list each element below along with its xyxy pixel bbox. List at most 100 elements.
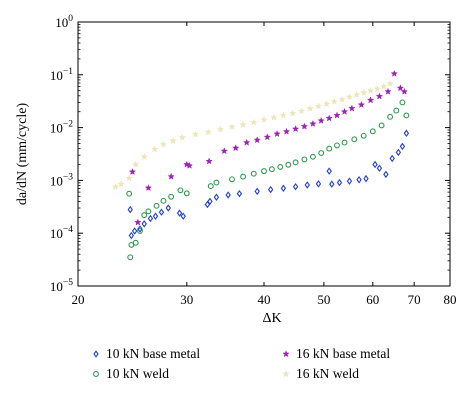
data-point: [178, 133, 187, 141]
data-point: [229, 176, 235, 183]
data-point: [390, 69, 399, 77]
y-axis-label: da/dN (mm/cycle): [15, 103, 30, 206]
data-point: [309, 119, 317, 127]
legend-label: 10 kN base metal: [106, 346, 200, 361]
data-point: [292, 159, 299, 166]
data-point: [384, 87, 392, 95]
data-point: [137, 228, 143, 234]
data-point: [318, 150, 325, 156]
legend-marker: [93, 371, 99, 377]
data-point: [207, 183, 214, 190]
data-point: [357, 100, 366, 108]
data-point: [376, 164, 383, 172]
data-point: [352, 90, 361, 98]
data-point: [268, 166, 275, 173]
data-point: [204, 128, 213, 136]
data-point: [250, 118, 258, 126]
series-1: [126, 99, 410, 261]
y-tick-label: 10−5: [50, 278, 73, 294]
data-point: [140, 152, 148, 160]
data-point: [260, 115, 268, 124]
data-point: [158, 208, 165, 216]
y-tick-label: 10−1: [50, 67, 73, 83]
y-tick-label: 10−3: [50, 172, 73, 188]
data-point: [111, 183, 120, 191]
data-point: [126, 190, 133, 197]
x-tick-label: 50: [317, 292, 330, 307]
data-point: [216, 125, 225, 133]
data-point: [117, 180, 125, 188]
legend-item: 16 kN base metal: [282, 346, 390, 361]
data-point: [340, 107, 349, 115]
axes-layer: 20 30 40 50 60 70 80 10−5 10−4 10−3 10−2 10−1 100 ΔK d…: [15, 14, 457, 326]
data-point: [326, 145, 333, 152]
data-point: [128, 167, 137, 176]
data-point: [348, 104, 356, 112]
data-point: [261, 168, 267, 175]
data-point: [183, 190, 190, 197]
data-point: [152, 212, 159, 220]
data-point: [236, 189, 243, 198]
data-point: [315, 180, 322, 188]
data-point: [250, 170, 257, 177]
data-point: [176, 209, 183, 217]
data-point: [165, 204, 171, 212]
data-point: [153, 202, 160, 209]
data-point: [185, 161, 194, 169]
y-tick-label: 10−4: [50, 225, 73, 241]
data-point: [395, 148, 402, 157]
legend-label: 16 kN base metal: [296, 346, 390, 361]
data-point: [333, 111, 341, 119]
data-point: [380, 82, 388, 90]
data-point: [366, 86, 375, 94]
x-tick-label: 70: [408, 292, 421, 307]
legend-item: 16 kN weld: [282, 366, 359, 381]
data-point: [169, 136, 177, 145]
data-point: [300, 122, 309, 130]
data-point: [134, 218, 142, 226]
legend: 10 kN base metal 10 kN weld 16 kN base met…: [93, 346, 390, 381]
data-point: [147, 214, 154, 223]
data-point: [356, 175, 362, 184]
data-point: [403, 112, 410, 119]
series-3: [111, 79, 394, 191]
data-point: [132, 239, 139, 246]
y-tick-label: 10−2: [50, 120, 73, 136]
data-point: [336, 178, 343, 187]
data-point: [285, 161, 292, 168]
data-point: [159, 140, 168, 148]
data-point: [383, 170, 389, 179]
data-point: [225, 191, 231, 199]
data-point: [270, 113, 278, 121]
data-point: [399, 99, 406, 106]
data-point: [360, 132, 367, 139]
data-point: [277, 163, 284, 170]
data-point: [314, 102, 323, 110]
data-point: [253, 136, 261, 144]
data-point: [127, 205, 133, 214]
data-point: [131, 227, 138, 235]
data-point: [291, 125, 300, 133]
legend-item: 10 kN base metal: [93, 346, 200, 361]
data-point: [334, 142, 340, 149]
data-point: [191, 130, 200, 138]
data-point: [127, 254, 134, 261]
data-point: [137, 225, 143, 233]
data-point: [372, 160, 378, 169]
data-point: [141, 212, 148, 219]
plot-layer: [111, 69, 410, 261]
data-point: [396, 84, 405, 92]
x-tick-label: 20: [72, 292, 85, 307]
data-point: [403, 129, 410, 138]
data-point: [375, 92, 384, 100]
data-point: [145, 208, 152, 215]
data-point: [329, 180, 335, 188]
data-point: [288, 109, 297, 117]
data-point: [326, 167, 332, 175]
data-point: [306, 104, 314, 112]
legend-marker: [282, 370, 290, 378]
data-point: [363, 174, 369, 183]
data-point: [292, 182, 299, 191]
data-point: [338, 95, 346, 103]
